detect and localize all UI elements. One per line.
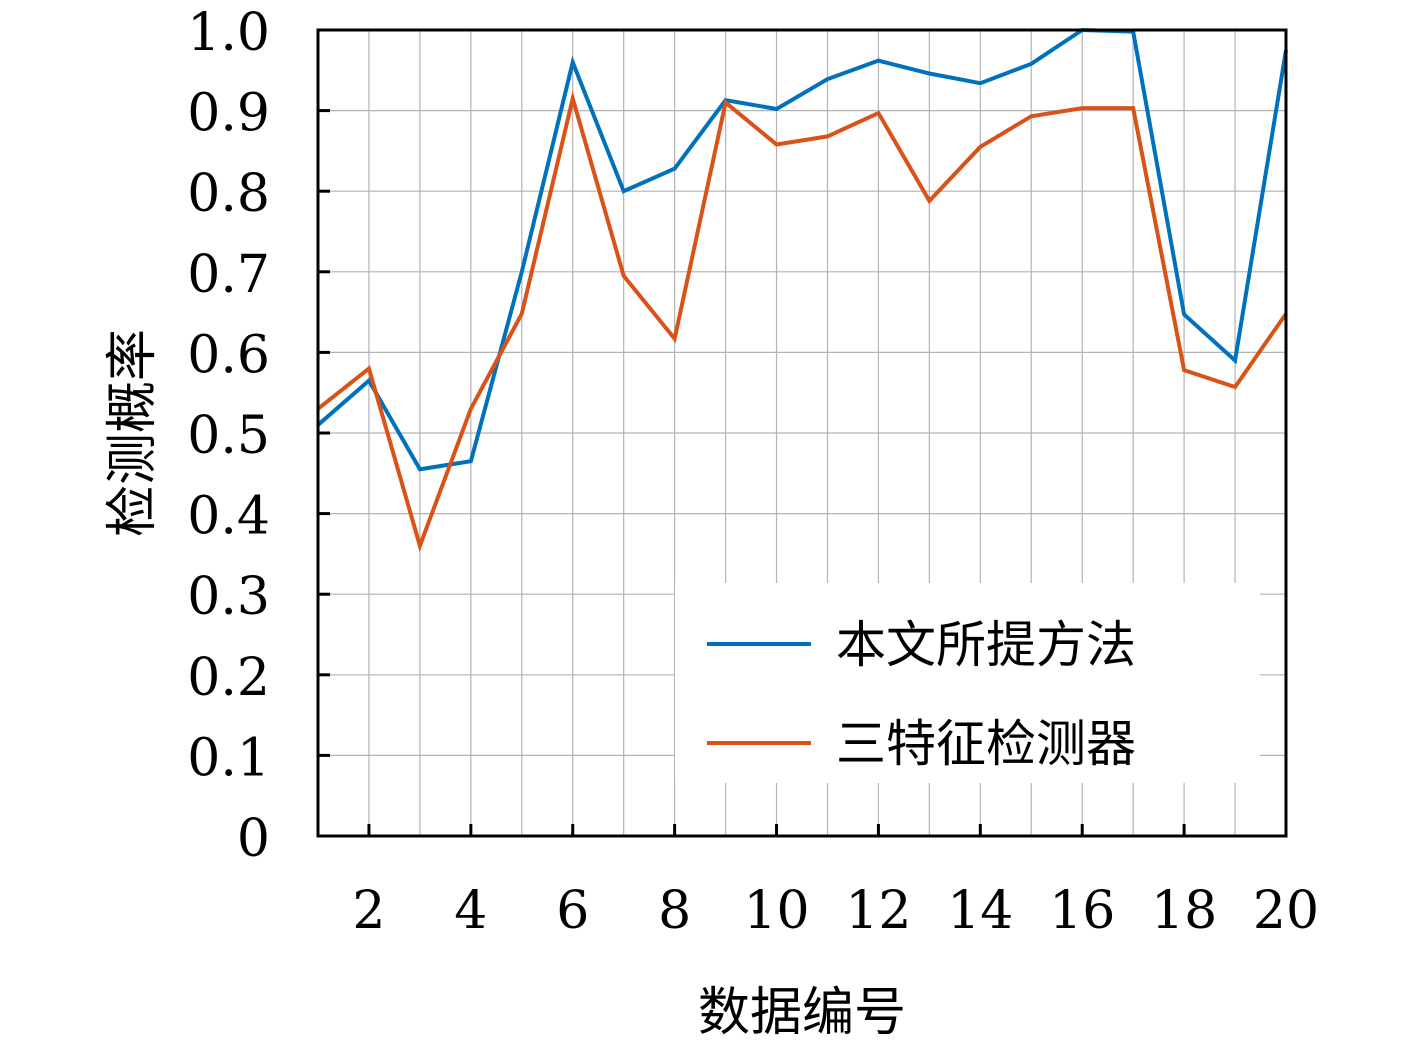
y-tick-label-8: 0.8 — [187, 164, 270, 224]
x-tick-label-12: 12 — [845, 881, 911, 941]
x-tick-label-16: 16 — [1049, 881, 1115, 941]
x-tick-label-14: 14 — [947, 881, 1013, 941]
y-tick-label-0: 0 — [237, 809, 270, 869]
x-tick-label-10: 10 — [743, 881, 809, 941]
x-tick-label-20: 20 — [1253, 881, 1319, 941]
y-tick-label-3: 0.3 — [187, 567, 270, 627]
y-tick-label-4: 0.4 — [187, 487, 270, 547]
tick-labels: 2 4 6 8 10 12 14 16 18 20 0 0.1 0.2 0.3 0.4 0.5 0.6 0.7 0.… — [187, 3, 1319, 941]
series-line-2 — [316, 90, 1288, 553]
x-axis-title: 数据编号 — [698, 983, 906, 1043]
y-tick-label-1: 0.1 — [187, 728, 270, 788]
y-tick-label-7: 0.7 — [187, 245, 270, 305]
legend-label-series-2: 三特征检测器 — [836, 715, 1136, 773]
y-tick-label-2: 0.2 — [187, 648, 270, 708]
x-tick-label-4: 4 — [454, 881, 487, 941]
x-tick-label-18: 18 — [1151, 881, 1217, 941]
x-tick-label-2: 2 — [352, 881, 385, 941]
y-tick-label-5: 0.5 — [187, 406, 270, 466]
y-axis-title: 检测概率 — [103, 329, 163, 537]
legend-box — [675, 583, 1260, 783]
y-tick-label-6: 0.6 — [187, 325, 270, 385]
legend-label-series-1: 本文所提方法 — [836, 616, 1136, 674]
y-tick-label-10: 1.0 — [187, 3, 270, 63]
x-tick-label-6: 6 — [556, 881, 589, 941]
y-tick-label-9: 0.9 — [187, 84, 270, 144]
legend: 本文所提方法 三特征检测器 — [675, 583, 1260, 783]
x-tick-label-8: 8 — [658, 881, 691, 941]
axis-ticks — [318, 28, 1288, 838]
